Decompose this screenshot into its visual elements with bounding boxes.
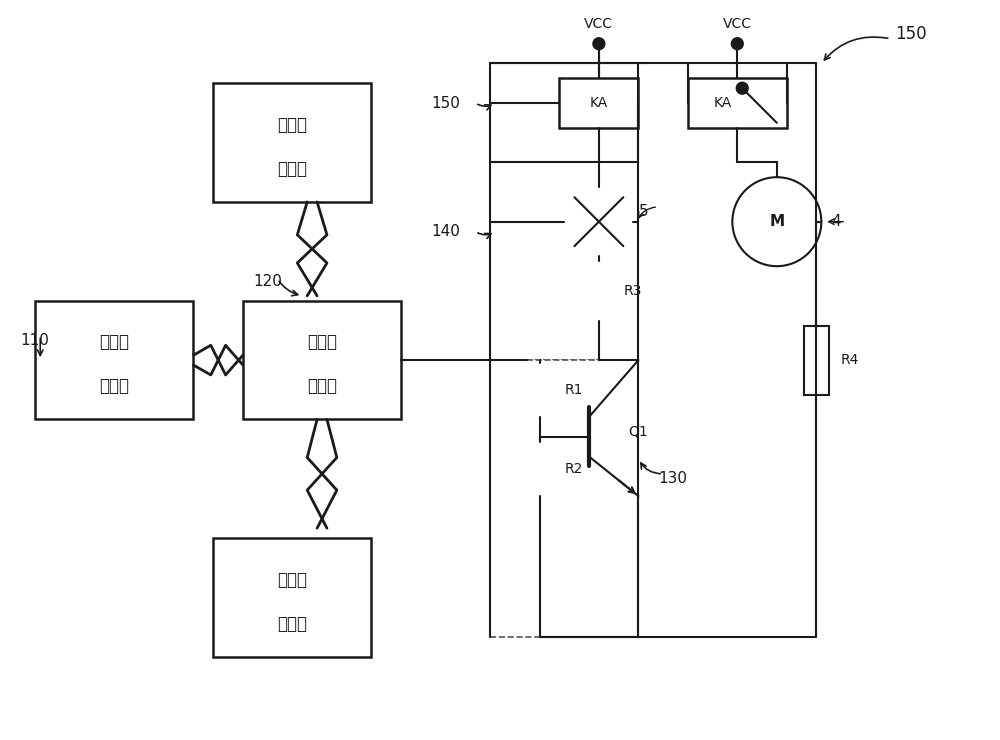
Circle shape	[731, 38, 743, 50]
Bar	[688, 78, 787, 128]
Circle shape	[564, 187, 633, 256]
Text: R2: R2	[564, 462, 583, 476]
Text: VCC: VCC	[584, 17, 613, 31]
Text: 120: 120	[253, 274, 282, 289]
Bar	[587, 261, 611, 320]
Text: 生装置: 生装置	[277, 614, 307, 633]
Text: VCC: VCC	[723, 17, 752, 31]
Circle shape	[732, 177, 821, 266]
Text: 4: 4	[831, 214, 841, 229]
Text: 150: 150	[432, 95, 460, 110]
Text: 生装置: 生装置	[277, 160, 307, 178]
Text: R1: R1	[564, 383, 583, 397]
Text: 110: 110	[20, 333, 49, 348]
Bar	[213, 538, 371, 656]
Bar	[490, 360, 638, 637]
Text: R3: R3	[624, 284, 642, 298]
Text: 生装置: 生装置	[99, 377, 129, 395]
Bar	[559, 78, 638, 128]
Text: 信号发: 信号发	[277, 115, 307, 134]
Bar	[243, 300, 401, 420]
Bar	[213, 84, 371, 202]
Text: Q1: Q1	[629, 425, 648, 439]
Bar	[804, 326, 829, 394]
Text: KA: KA	[713, 96, 732, 110]
Bar	[490, 162, 638, 360]
Bar	[527, 363, 552, 417]
Bar	[35, 300, 193, 420]
Text: 130: 130	[658, 471, 687, 486]
Text: 信号接: 信号接	[307, 333, 337, 352]
Text: 5: 5	[638, 204, 648, 219]
Circle shape	[593, 38, 605, 50]
Text: 140: 140	[432, 224, 460, 239]
Text: KA: KA	[590, 96, 608, 110]
Text: 150: 150	[895, 25, 927, 43]
Text: M: M	[769, 214, 784, 229]
Text: 信号发: 信号发	[99, 333, 129, 352]
Text: R4: R4	[841, 353, 859, 367]
Text: 收装置: 收装置	[307, 377, 337, 395]
Circle shape	[736, 82, 748, 94]
Circle shape	[533, 430, 546, 444]
Text: 信号发: 信号发	[277, 571, 307, 588]
Bar	[527, 442, 552, 496]
